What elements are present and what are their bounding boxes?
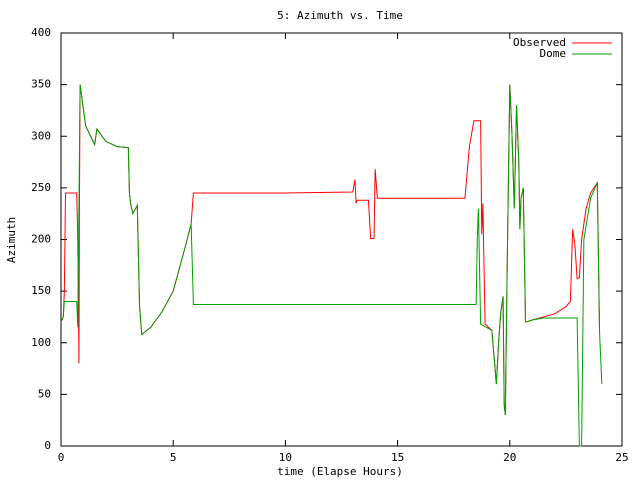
x-tick-label: 20 (503, 451, 516, 464)
y-tick-label: 200 (31, 233, 51, 246)
y-tick-label: 100 (31, 336, 51, 349)
x-tick-label: 25 (615, 451, 628, 464)
x-axis-label: time (Elapse Hours) (277, 465, 403, 478)
y-tick-label: 300 (31, 129, 51, 142)
y-axis-label: Azimuth (5, 217, 18, 263)
y-tick-label: 150 (31, 284, 51, 297)
chart-title: 5: Azimuth vs. Time (277, 9, 403, 22)
x-tick-label: 5 (170, 451, 177, 464)
x-tick-label: 10 (279, 451, 292, 464)
legend-label: Observed (513, 36, 566, 49)
series-line (60, 84, 601, 416)
x-tick-label: 15 (391, 451, 404, 464)
y-tick-label: 50 (38, 387, 51, 400)
plot-frame (60, 32, 623, 447)
legend-label: Dome (540, 47, 567, 60)
x-tick-label: 0 (58, 451, 65, 464)
y-tick-label: 400 (31, 26, 51, 39)
series-line (60, 84, 603, 447)
y-tick-label: 350 (31, 78, 51, 91)
y-tick-label: 0 (44, 439, 51, 452)
y-tick-label: 250 (31, 181, 51, 194)
